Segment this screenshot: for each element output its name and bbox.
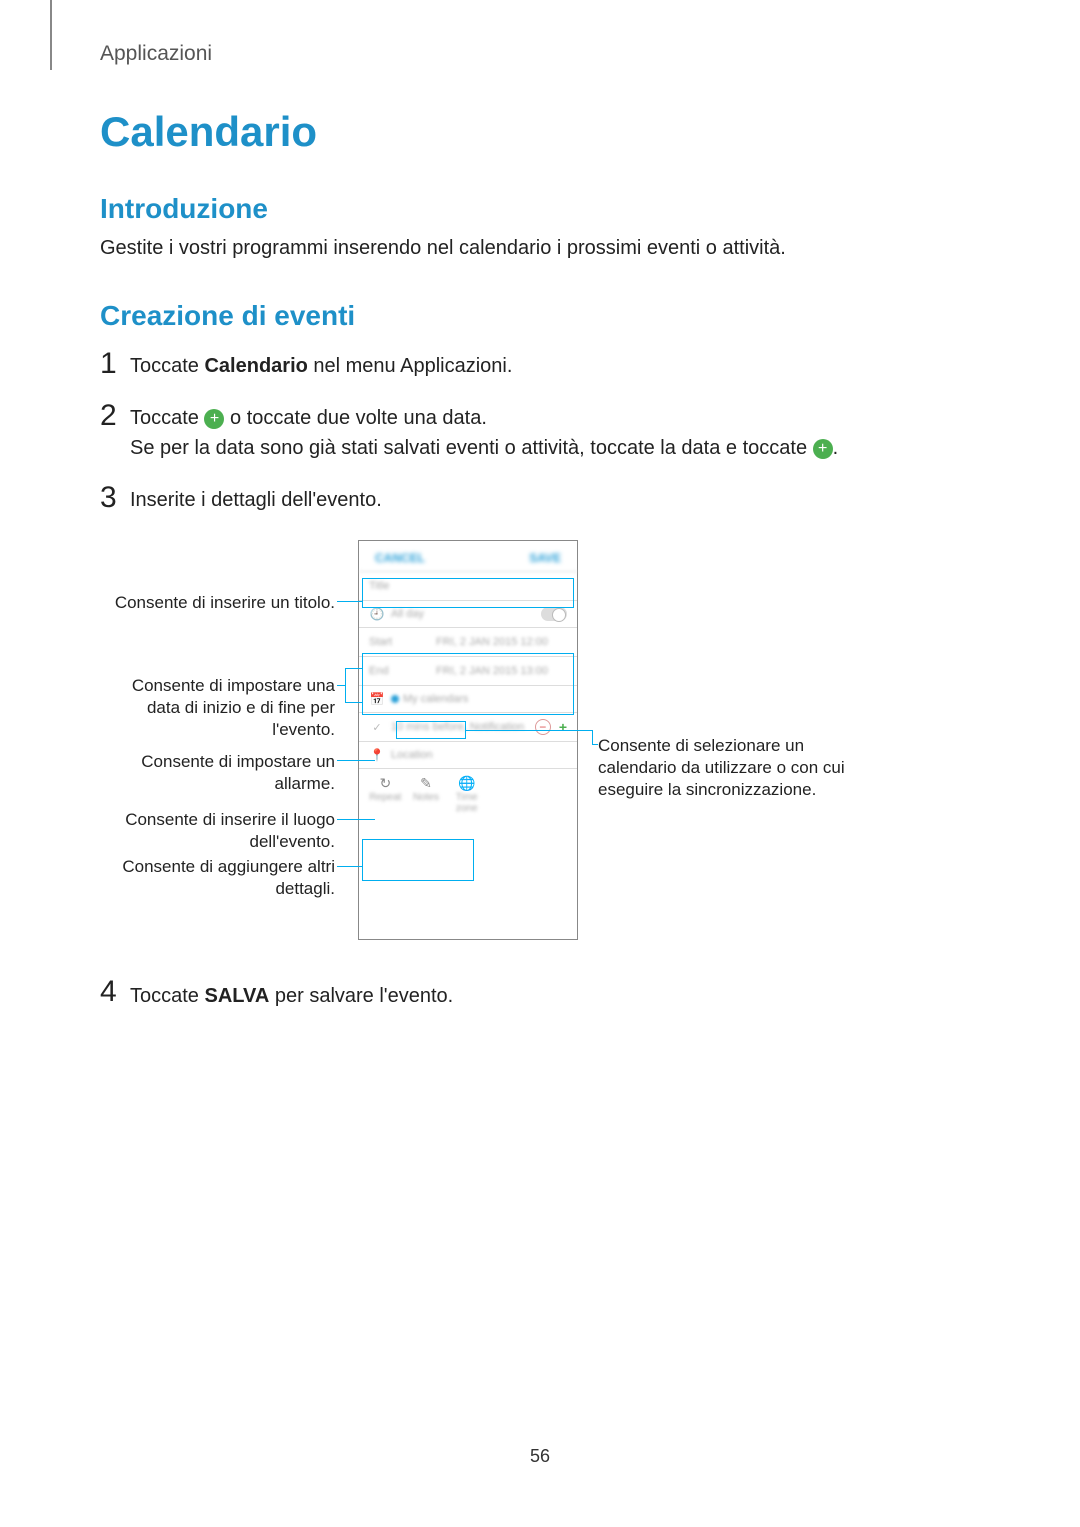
step-number: 2 — [100, 399, 130, 431]
repeat-option[interactable]: ↻Repeat — [365, 775, 406, 814]
callout-label-dates: Consente di impostare una data di inizio… — [100, 675, 335, 741]
step-1: 1 Toccate Calendario nel menu Applicazio… — [100, 347, 960, 381]
plus-icon: + — [204, 409, 224, 429]
allday-label: All day — [385, 608, 541, 620]
callout-label-more: Consente di aggiungere altri dettagli. — [100, 856, 335, 900]
step-number: 1 — [100, 347, 130, 379]
text: Toccate — [130, 407, 204, 429]
step-body: Inserite i dettagli dell'evento. — [130, 481, 382, 515]
calendar-icon: 📅 — [369, 692, 385, 706]
intro-paragraph: Gestite i vostri programmi inserendo nel… — [100, 237, 786, 260]
text: Toccate — [130, 985, 204, 1007]
text: Se per la data sono già stati salvati ev… — [130, 437, 813, 459]
alarm-text: 10 mins before, Notification — [385, 721, 535, 733]
diagram: Consente di inserire un titolo. Consente… — [100, 540, 980, 960]
callout-label-title: Consente di inserire un titolo. — [100, 592, 335, 614]
location-row[interactable]: 📍 Location — [359, 741, 577, 768]
phone-topbar: CANCEL SAVE — [359, 541, 577, 571]
start-value: FRI, 2 JAN 2015 12:00 — [407, 628, 577, 656]
step-number: 4 — [100, 975, 130, 1007]
calendar-label: My calendars — [385, 693, 567, 705]
allday-toggle[interactable] — [541, 607, 567, 621]
text: . — [833, 437, 839, 459]
step-3: 3 Inserite i dettagli dell'evento. — [100, 481, 960, 515]
location-label: Location — [385, 749, 567, 761]
connector-line — [337, 685, 345, 686]
pin-icon: 📍 — [369, 748, 385, 762]
step-number: 3 — [100, 481, 130, 513]
clock-icon: 🕘 — [369, 607, 385, 621]
repeat-icon: ↻ — [365, 775, 406, 792]
title-field[interactable]: Title — [359, 571, 577, 600]
text: Toccate — [130, 355, 204, 377]
plus-icon: + — [813, 439, 833, 459]
step-body: Toccate SALVA per salvare l'evento. — [130, 975, 453, 1011]
add-alarm-button[interactable]: + — [551, 719, 567, 735]
calendar-row[interactable]: 📅 My calendars — [359, 685, 577, 712]
section-heading-intro: Introduzione — [100, 193, 268, 225]
notes-option[interactable]: ✎Notes — [406, 775, 447, 814]
page-title: Calendario — [100, 108, 317, 156]
end-row[interactable]: End FRI, 2 JAN 2015 13:00 — [359, 656, 577, 685]
text: o toccate due volte una data. — [224, 407, 486, 429]
step-2: 2 Toccate + o toccate due volte una data… — [100, 399, 960, 463]
callout-label-alarm: Consente di impostare un allarme. — [100, 751, 335, 795]
allday-row[interactable]: 🕘 All day — [359, 600, 577, 627]
notes-icon: ✎ — [406, 775, 447, 792]
cancel-button[interactable]: CANCEL — [375, 551, 425, 565]
page-rule — [50, 0, 52, 70]
start-label: Start — [359, 628, 407, 656]
end-value: FRI, 2 JAN 2015 13:00 — [407, 657, 577, 685]
phone-mock: CANCEL SAVE Title 🕘 All day Start FRI, 2… — [358, 540, 578, 940]
extra-options-row: ↻Repeat ✎Notes 🌐Time zone — [359, 768, 577, 816]
connector-line — [592, 730, 593, 744]
dot-icon — [391, 695, 399, 703]
text: Inserite i dettagli dell'evento. — [130, 489, 382, 511]
steps-list: 1 Toccate Calendario nel menu Applicazio… — [100, 347, 960, 533]
step-body: Toccate Calendario nel menu Applicazioni… — [130, 347, 512, 381]
start-row[interactable]: Start FRI, 2 JAN 2015 12:00 — [359, 627, 577, 656]
globe-icon: 🌐 — [446, 775, 487, 792]
breadcrumb: Applicazioni — [100, 42, 212, 66]
remove-alarm-button[interactable]: − — [535, 719, 551, 735]
callout-label-place: Consente di inserire il luogo dell'event… — [100, 809, 335, 853]
save-button[interactable]: SAVE — [529, 551, 561, 565]
alarm-row[interactable]: ✓ 10 mins before, Notification − + — [359, 712, 577, 741]
end-label: End — [359, 657, 407, 685]
step-4: 4 Toccate SALVA per salvare l'evento. — [100, 975, 453, 1011]
page-number: 56 — [0, 1446, 1080, 1467]
step-body: Toccate + o toccate due volte una data. … — [130, 399, 838, 463]
connector-line — [345, 668, 346, 702]
text: nel menu Applicazioni. — [308, 355, 513, 377]
callout-label-calendar: Consente di selezionare un calendario da… — [598, 735, 878, 801]
text-bold: Calendario — [204, 355, 307, 377]
check-icon: ✓ — [369, 721, 385, 734]
text-bold: SALVA — [204, 985, 269, 1007]
section-heading-create: Creazione di eventi — [100, 300, 355, 332]
timezone-option[interactable]: 🌐Time zone — [446, 775, 487, 814]
text: per salvare l'evento. — [269, 985, 453, 1007]
